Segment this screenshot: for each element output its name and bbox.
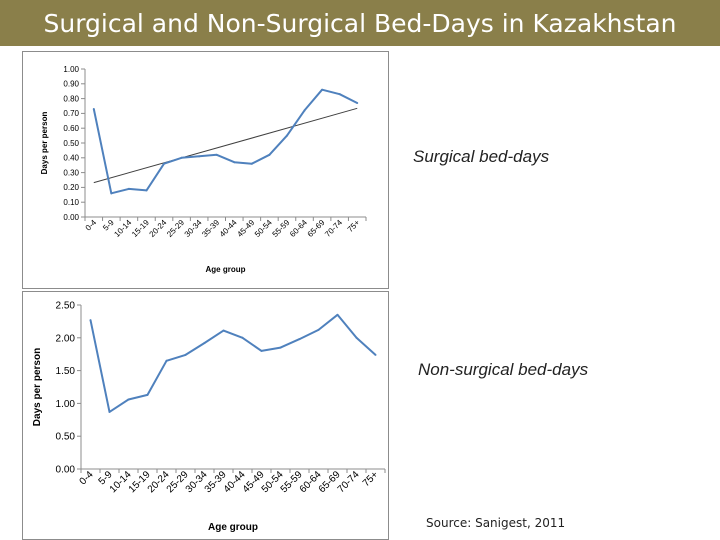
x-axis-title: Age group: [206, 265, 246, 274]
x-tick-label: 15-19: [130, 218, 151, 239]
x-tick-label: 10-14: [112, 218, 133, 239]
y-tick-label: 0.60: [63, 124, 79, 133]
data-point: [92, 107, 95, 110]
data-point: [321, 88, 324, 91]
data-point: [215, 153, 218, 156]
data-point: [180, 156, 183, 159]
x-tick-label: 20-24: [148, 218, 169, 239]
data-point: [184, 353, 187, 356]
data-point: [145, 189, 148, 192]
source-note: Source: Sanigest, 2011: [426, 516, 566, 530]
data-point: [241, 336, 244, 339]
y-axis-title: Days per person: [40, 112, 49, 175]
nonsurgical-bed-days-label: Non-surgical bed-days: [418, 360, 589, 379]
y-tick-label: 0.50: [63, 139, 79, 148]
y-tick-label: 1.50: [56, 366, 76, 377]
x-tick-label: 0-4: [84, 218, 99, 233]
nonsurgical-chart: 0.000.501.001.502.002.500-4 5-910-1415-19…: [32, 301, 386, 533]
data-point: [355, 336, 358, 339]
x-tick-label: 35-39: [200, 218, 221, 239]
data-point: [127, 398, 130, 401]
x-tick-label: 40-44: [218, 218, 239, 239]
data-point: [298, 338, 301, 341]
data-point: [317, 328, 320, 331]
data-point: [198, 155, 201, 158]
data-point: [285, 134, 288, 137]
data-point: [89, 319, 92, 322]
data-point: [108, 410, 111, 413]
y-tick-label: 2.00: [56, 333, 76, 344]
slide-title-bar: Surgical and Non-Surgical Bed-Days in Ka…: [0, 0, 720, 46]
y-tick-label: 0.90: [63, 80, 79, 89]
surgical-chart: 0.00 0.10 0.20 0.30 0.40 0.50 0.60 0.70 0.80 0.90…: [40, 65, 367, 274]
x-axis-title: Age group: [208, 522, 258, 533]
y-tick-label: 1.00: [63, 65, 79, 74]
slide-title: Surgical and Non-Surgical Bed-Days in Ka…: [43, 8, 677, 38]
x-tick-label: 60-64: [288, 218, 309, 239]
nonsurgical-chart-frame: 0.00 0.50 1.00 1.50 2.00 2.50 0-4 5-9 10-14 15-19…: [22, 291, 389, 540]
data-point: [374, 353, 377, 356]
x-tick-label: 70-74: [336, 469, 362, 495]
surgical-chart-frame: 0.00 0.10 0.20 0.30 0.40 0.50 0.60 0.70 0.80 0.90…: [22, 51, 389, 289]
series-line: [92, 88, 358, 195]
series-line: [89, 313, 377, 413]
y-tick-label: 0.20: [63, 183, 79, 192]
x-tick-label: 65-69: [306, 218, 327, 239]
y-tick-label: 0.80: [63, 94, 79, 103]
data-point: [303, 109, 306, 112]
trendline: [93, 107, 358, 184]
y-tick-label: 0.30: [63, 168, 79, 177]
x-tick-label: 25-29: [165, 218, 186, 239]
x-tick-label: 45-49: [235, 218, 256, 239]
surgical-bed-days-label: Surgical bed-days: [413, 147, 550, 166]
data-point: [163, 162, 166, 165]
x-tick-label: 75+: [361, 469, 381, 489]
data-point: [110, 192, 113, 195]
data-point: [165, 359, 168, 362]
y-tick-label: 0.10: [63, 198, 79, 207]
y-tick-label: 1.00: [56, 399, 76, 410]
x-tick-label: 70-74: [323, 218, 344, 239]
data-point: [222, 329, 225, 332]
data-point: [356, 102, 359, 105]
x-tick-label: 0-4: [78, 469, 96, 487]
data-point: [233, 161, 236, 164]
data-point: [146, 393, 149, 396]
x-tick-label: 50-54: [253, 218, 274, 239]
y-axis-title: Days per person: [32, 348, 43, 426]
y-tick-label: 0.00: [56, 465, 76, 476]
x-tick-label: 30-34: [183, 218, 204, 239]
x-tick-label: 55-59: [271, 218, 292, 239]
data-point: [336, 313, 339, 316]
y-tick-label: 2.50: [56, 301, 76, 312]
data-point: [127, 187, 130, 190]
y-tick-label: 0.40: [63, 154, 79, 163]
data-point: [250, 162, 253, 165]
y-tick-label: 0.50: [56, 432, 76, 443]
y-tick-label: 0.70: [63, 109, 79, 118]
data-point: [260, 349, 263, 352]
data-point: [279, 346, 282, 349]
data-point: [338, 93, 341, 96]
data-point: [268, 153, 271, 156]
y-tick-label: 0.00: [63, 213, 79, 222]
data-point: [203, 342, 206, 345]
